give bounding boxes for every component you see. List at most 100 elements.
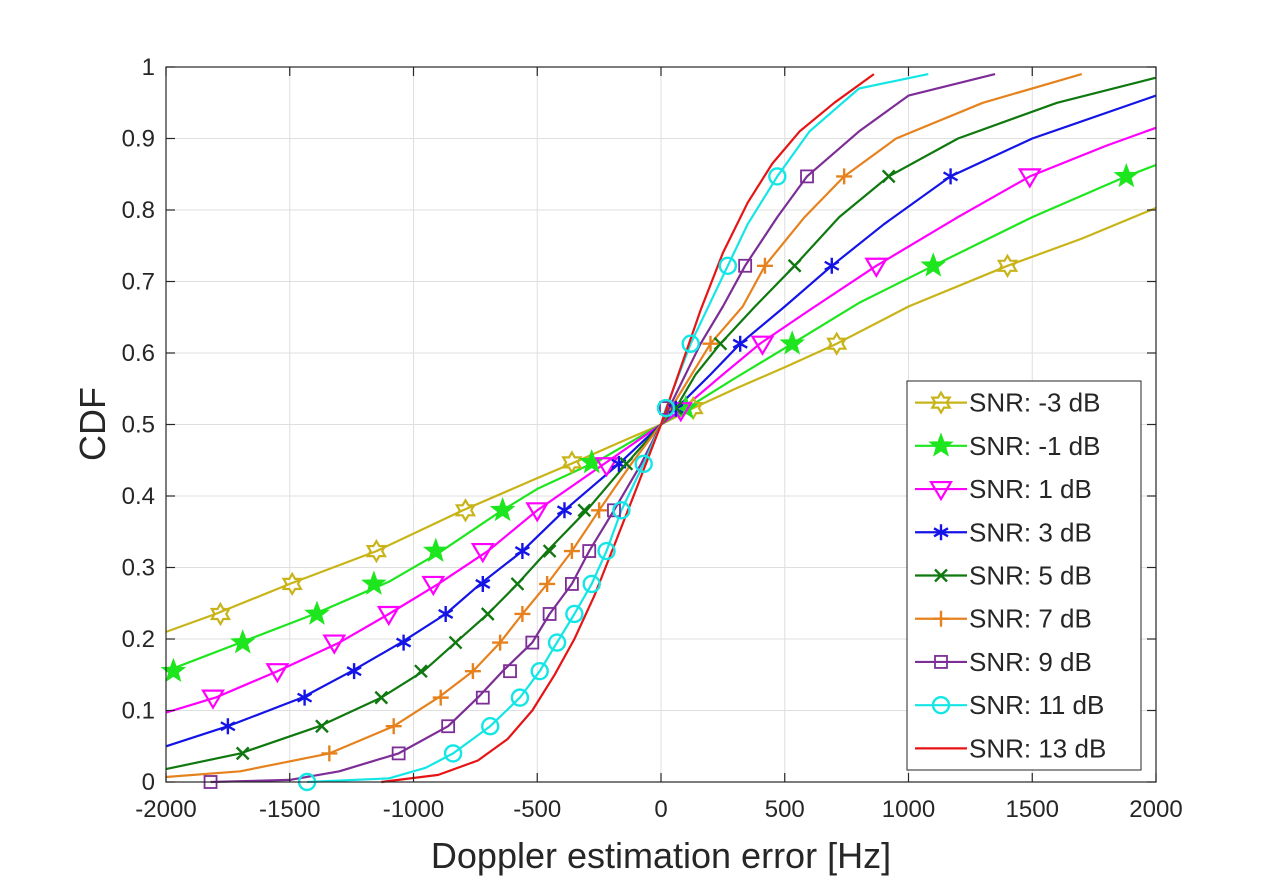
legend-marker-snr-9-db bbox=[934, 655, 948, 669]
legend-marker-snr-5-db bbox=[934, 568, 948, 583]
y-tick-label: 0.1 bbox=[122, 698, 155, 725]
legend-marker-snr-11-db bbox=[931, 695, 951, 715]
marker-snr-1-db bbox=[489, 496, 516, 522]
marker-snr-9-db bbox=[659, 401, 673, 415]
marker-snr-1-db bbox=[920, 252, 947, 277]
y-tick-label: 1 bbox=[142, 54, 155, 81]
marker-snr-1-db bbox=[470, 542, 495, 564]
x-tick-label: -1500 bbox=[259, 796, 320, 823]
x-tick-label: -500 bbox=[513, 796, 561, 823]
legend-marker-snr-3-db bbox=[933, 524, 949, 541]
marker-snr-3-db bbox=[514, 543, 530, 560]
marker-snr-9-db bbox=[800, 169, 814, 184]
marker-snr-11-db bbox=[443, 744, 463, 763]
marker-snr-11-db bbox=[718, 256, 738, 275]
marker-snr-1-db bbox=[1113, 162, 1140, 188]
marker-snr-3-db bbox=[438, 605, 454, 622]
marker-snr-9-db bbox=[738, 258, 753, 273]
marker-snr-9-db bbox=[441, 719, 456, 734]
marker-snr-5-db bbox=[881, 169, 896, 184]
marker-snr-1-db bbox=[160, 657, 187, 683]
series-line-snr-3-db bbox=[165, 94, 1157, 748]
marker-snr-7-db bbox=[756, 257, 773, 274]
marker-snr-5-db bbox=[235, 746, 250, 761]
marker-snr-7-db bbox=[492, 634, 509, 651]
y-axis-label: CDF bbox=[72, 387, 113, 461]
y-tick-label: 0.6 bbox=[122, 340, 155, 367]
marker-snr-1-db bbox=[201, 689, 225, 710]
series-line-snr-13-db bbox=[381, 73, 875, 784]
marker-snr-5-db bbox=[414, 664, 428, 679]
legend-label-snr-3-db: SNR: 3 dB bbox=[969, 517, 1092, 547]
marker-snr-9-db bbox=[607, 503, 621, 518]
marker-snr-1-db bbox=[361, 570, 387, 595]
x-tick-label: 2000 bbox=[1129, 796, 1182, 823]
marker-snr-3-db bbox=[556, 502, 573, 519]
legend-label-snr-5-db: SNR: 5 dB bbox=[969, 561, 1092, 591]
marker-snr-3-db bbox=[297, 689, 313, 706]
y-tick-label: 0.5 bbox=[122, 412, 155, 439]
series-markers bbox=[160, 162, 1140, 792]
marker-snr-3-db bbox=[346, 663, 362, 680]
y-tick-label: 0.8 bbox=[122, 197, 155, 224]
marker-snr-5-db bbox=[374, 690, 389, 705]
marker-snr-5-db bbox=[787, 258, 802, 273]
marker-snr-3-db bbox=[826, 331, 848, 356]
marker-snr-5-db bbox=[713, 336, 728, 351]
legend-label-snr-9-db: SNR: 9 dB bbox=[969, 647, 1092, 677]
series-line-snr-9-db bbox=[210, 73, 996, 784]
marker-snr-7-db bbox=[514, 605, 531, 622]
marker-snr-11-db bbox=[656, 398, 676, 418]
y-tick-label: 0.7 bbox=[122, 269, 155, 296]
marker-snr-7-db bbox=[539, 575, 556, 592]
y-tick-label: 0.9 bbox=[122, 126, 155, 153]
legend-label-snr-1-db: SNR: 1 dB bbox=[969, 474, 1092, 504]
marker-snr-9-db bbox=[525, 635, 540, 650]
marker-snr-1-db bbox=[864, 257, 889, 278]
marker-snr-9-db bbox=[475, 690, 490, 705]
marker-snr-5-db bbox=[542, 544, 557, 558]
marker-snr-1-db bbox=[304, 600, 330, 625]
marker-snr-1-db bbox=[322, 634, 347, 655]
series-lines bbox=[165, 73, 1157, 784]
marker-snr-9-db bbox=[582, 544, 597, 558]
marker-snr-7-db bbox=[702, 335, 719, 352]
marker-snr-5-db bbox=[315, 719, 329, 734]
legend: SNR: -3 dB SNR: -1 dB SNR: 1 dB SNR: 3 dB SN… bbox=[906, 380, 1142, 771]
marker-snr-1-db bbox=[421, 575, 446, 597]
marker-snr-7-db bbox=[563, 543, 580, 560]
legend-label-snr-7-db: SNR: 7 dB bbox=[969, 604, 1092, 634]
marker-snr-7-db bbox=[385, 718, 402, 735]
marker-snr-3-db bbox=[220, 718, 236, 735]
legend-label-snr-1-db: SNR: -1 dB bbox=[969, 431, 1101, 461]
x-tick-label: 0 bbox=[654, 796, 667, 823]
series-line-snr-5-db bbox=[165, 76, 1157, 771]
tick-labels: -2000 -1500 -1000 -500 0 500 1000 1500 2000 0 0.1 0… bbox=[122, 54, 1183, 823]
marker-snr-3-db bbox=[732, 335, 748, 352]
legend-marker-snr-7-db bbox=[933, 610, 949, 627]
marker-snr-3-db bbox=[475, 575, 491, 592]
marker-snr-1-db bbox=[229, 629, 256, 654]
series-line-snr-11-db bbox=[307, 73, 929, 784]
legend-marker-snr-3-db bbox=[930, 390, 952, 415]
marker-snr-3-db bbox=[281, 571, 303, 597]
marker-snr-11-db bbox=[510, 688, 530, 707]
x-tick-label: -2000 bbox=[135, 796, 196, 823]
y-tick-label: 0.4 bbox=[122, 483, 155, 510]
marker-snr-3-db bbox=[561, 450, 583, 475]
legend-marker-snr-1-db bbox=[929, 480, 953, 502]
marker-snr-3-db bbox=[824, 257, 840, 274]
marker-snr-9-db bbox=[542, 607, 557, 621]
marker-snr-3-db bbox=[942, 168, 959, 185]
legend-label-snr-13-db: SNR: 13 dB bbox=[969, 733, 1106, 763]
ticks bbox=[165, 66, 1157, 783]
marker-snr-5-db bbox=[448, 635, 463, 650]
x-tick-label: -1000 bbox=[383, 796, 444, 823]
marker-snr-5-db bbox=[619, 456, 634, 471]
marker-snr-5-db bbox=[577, 503, 592, 518]
legend-label-snr-11-db: SNR: 11 dB bbox=[969, 690, 1104, 720]
marker-snr-5-db bbox=[510, 577, 525, 591]
marker-snr-1-db bbox=[525, 502, 550, 523]
